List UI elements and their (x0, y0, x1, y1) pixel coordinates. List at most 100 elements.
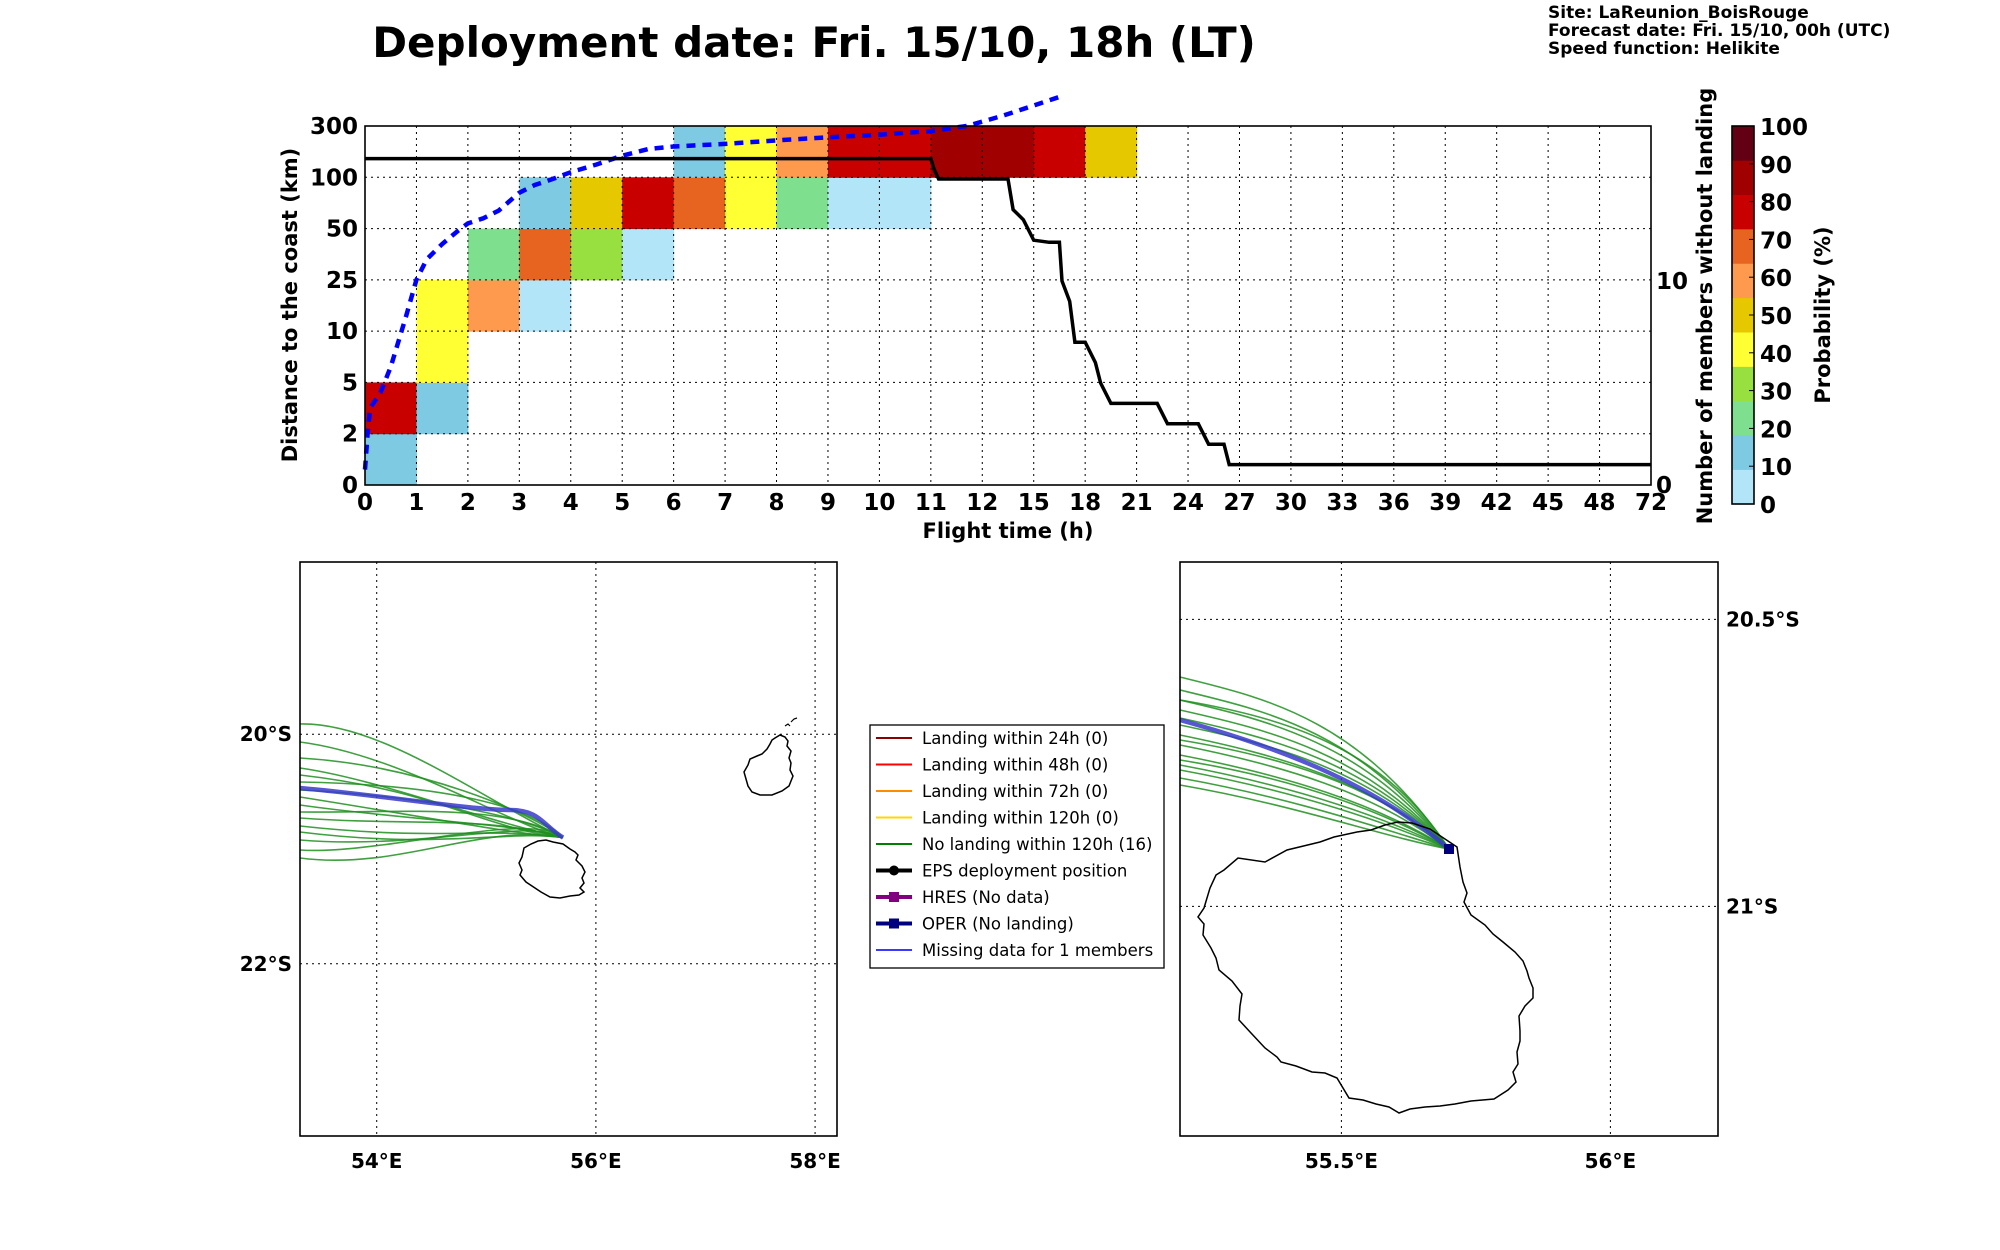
ensemble-track (299, 757, 564, 839)
map-left-tracks (299, 723, 565, 862)
heatmap-cell (519, 279, 572, 332)
map-left: 54°E 56°E 58°E 20°S 22°S (240, 561, 841, 1173)
map-left-reunion-coast (518, 839, 586, 899)
x-tick-label: 30 (1275, 490, 1307, 516)
colorbar-tick-label: 60 (1760, 266, 1792, 292)
site-label: Site: LaReunion_BoisRouge (1548, 3, 1809, 23)
x-tick-label: 21 (1121, 490, 1153, 516)
x-axis-label: Flight time (h) (923, 519, 1094, 543)
x-tick-label: 1 (408, 490, 424, 516)
y-tick-label: 5 (342, 370, 358, 396)
ensemble-track (299, 831, 564, 841)
x-tick-label: 7 (717, 490, 733, 516)
heatmap-cell (570, 177, 623, 230)
heatmap-cell (673, 177, 726, 230)
ensemble-track (1179, 744, 1450, 850)
heatmap-cell (776, 126, 829, 178)
x-tick-label: 18 (1069, 490, 1101, 516)
colorbar-tick-label: 30 (1760, 380, 1792, 406)
legend-items: Landing within 24h (0) Landing within 48h… (876, 729, 1153, 960)
legend-label: HRES (No data) (922, 888, 1050, 907)
legend-item: No landing within 120h (16) (876, 835, 1152, 854)
ensemble-track (299, 827, 564, 852)
ensemble-track (299, 767, 564, 839)
ensemble-track (1179, 759, 1450, 850)
ensemble-track (1179, 754, 1450, 850)
legend-label: Landing within 72h (0) (922, 782, 1108, 801)
longitude-label: 55.5°E (1305, 1149, 1378, 1173)
x-tick-label: 72 (1635, 490, 1667, 516)
x-tick-label: 39 (1429, 490, 1461, 516)
y-tick-label: 50 (326, 217, 358, 243)
heatmap-cell (365, 433, 417, 486)
heatmap-cell (416, 279, 469, 332)
ensemble-track (299, 774, 564, 839)
heatmap-cell (725, 126, 778, 178)
x-tick-label: 27 (1223, 490, 1255, 516)
heatmap-lines (362, 93, 1651, 470)
colorbar-tick-label: 50 (1760, 304, 1792, 330)
legend-frame (869, 724, 1165, 969)
colorbar-block (1732, 229, 1754, 264)
colorbar-tick-label: 40 (1760, 342, 1792, 368)
colorbar-block (1732, 435, 1754, 470)
x-tick-label: 45 (1532, 490, 1564, 516)
colorbar-label: Probability (%) (1811, 226, 1835, 403)
ensemble-track (1179, 717, 1450, 850)
colorbar-block (1732, 263, 1754, 299)
longitude-label: 56°E (1585, 1149, 1637, 1173)
y2-tick-labels: 0 10 (1656, 269, 1688, 499)
legend-label: OPER (No landing) (922, 915, 1074, 934)
x-tick-label: 15 (1018, 490, 1050, 516)
colorbar-block (1732, 297, 1754, 333)
ensemble-track (1179, 764, 1450, 850)
ensemble-track (1179, 699, 1450, 850)
heatmap-cell (982, 126, 1035, 178)
heatmap-cell (930, 126, 983, 178)
legend-item: Missing data for 1 members (876, 941, 1153, 960)
y-tick-label: 25 (326, 268, 358, 294)
ensemble-track (299, 810, 564, 839)
x-tick-label: 36 (1378, 490, 1410, 516)
members-without-landing-line (365, 156, 1651, 467)
ensemble-track (1179, 689, 1450, 850)
x-tick-label: 0 (357, 490, 373, 516)
y-axis-label: Distance to the coast (km) (278, 148, 302, 463)
map-right-frame (1179, 561, 1719, 1137)
longitude-label: 58°E (789, 1149, 841, 1173)
heatmap-cell (1085, 126, 1138, 178)
x-tick-label: 6 (666, 490, 682, 516)
heatmap-cell (827, 177, 880, 230)
map-left-mauritius-coast (743, 734, 794, 796)
map-right-tick-labels: 55.5°E 56°E 20.5°S 21°S (1305, 607, 1800, 1173)
distance-median-line (362, 93, 1066, 470)
x-tick-label: 33 (1326, 490, 1358, 516)
ensemble-track (1179, 784, 1450, 850)
colorbar-tick-label: 90 (1760, 153, 1792, 179)
colorbar-tick-label: 70 (1760, 228, 1792, 254)
ensemble-track (1179, 777, 1450, 850)
ensemble-track (1179, 676, 1450, 850)
colorbar-block (1732, 126, 1754, 161)
colorbar-tick-label: 10 (1760, 455, 1792, 481)
legend: Landing within 24h (0) Landing within 48h… (869, 724, 1165, 969)
map-right-reunion-coast (1197, 821, 1534, 1114)
x-tick-labels: 0 1 2 3 4 5 6 7 8 9 10 11 12 15 18 21 24 27 30 33 36 39 42 45 48… (357, 490, 1667, 516)
x-tick-label: 42 (1481, 490, 1513, 516)
colorbar: 0 10 20 30 40 50 60 70 80 90 100 Probability (%) (1731, 115, 1835, 519)
latitude-label: 21°S (1726, 894, 1778, 918)
legend-label: Landing within 48h (0) (922, 756, 1108, 775)
x-tick-label: 3 (511, 490, 527, 516)
ensemble-track (1179, 769, 1450, 850)
longitude-label: 56°E (570, 1149, 622, 1173)
map-left-frame (299, 561, 838, 1137)
legend-marker (889, 918, 899, 929)
heatmap-cell (1033, 126, 1086, 178)
y-tick-label: 300 (310, 114, 358, 140)
ensemble-track (299, 830, 564, 843)
x-tick-label: 9 (820, 490, 836, 516)
oper-track (299, 785, 565, 840)
x-tick-label: 5 (614, 490, 630, 516)
